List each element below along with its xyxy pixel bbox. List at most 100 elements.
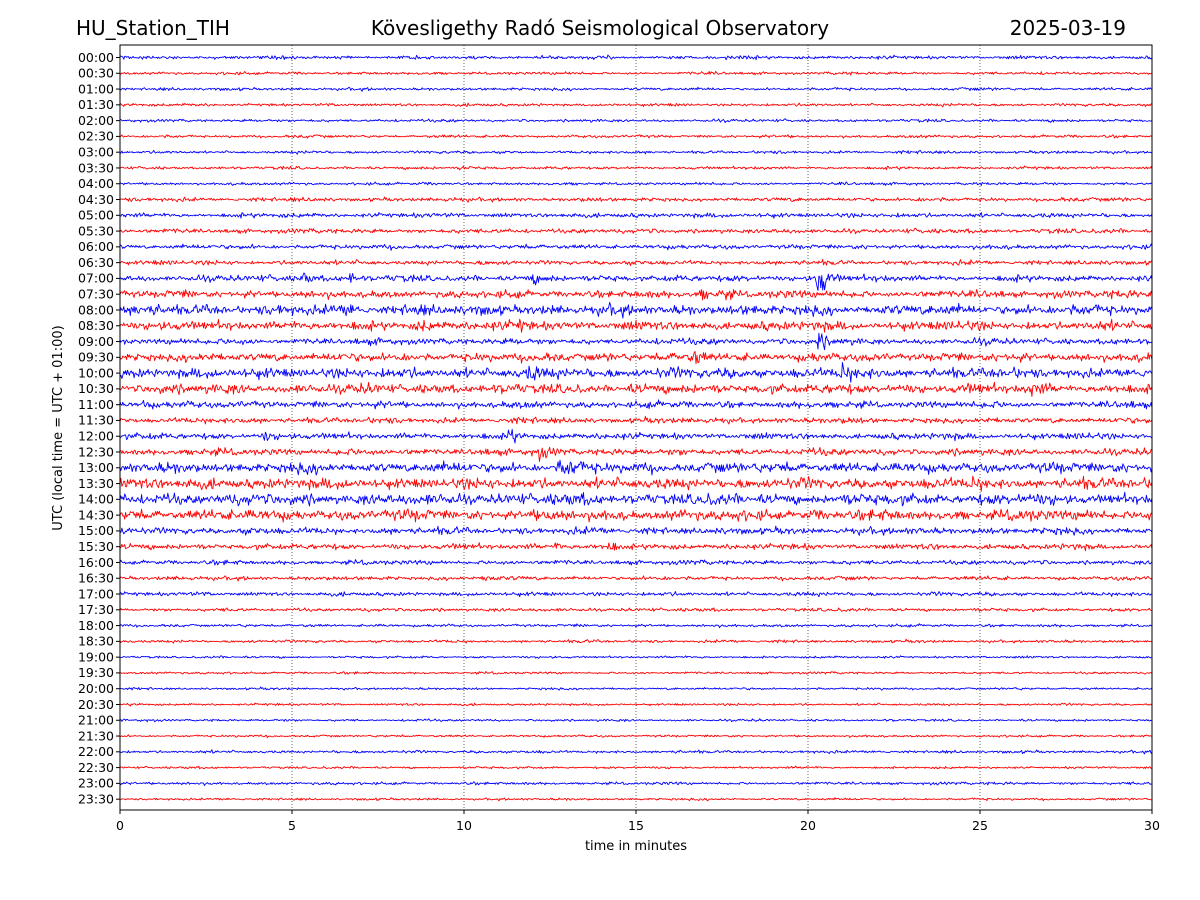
trace-0500 — [120, 212, 1152, 219]
y-tick-label: 05:00 — [78, 208, 114, 223]
trace-0130 — [120, 102, 1152, 108]
trace-2230 — [120, 765, 1152, 770]
y-tick-label: 18:30 — [78, 634, 114, 649]
y-tick-label: 21:30 — [78, 728, 114, 743]
y-tick-label: 08:30 — [78, 318, 114, 333]
trace-1730 — [120, 607, 1152, 613]
x-tick-label: 5 — [288, 818, 296, 833]
y-tick-label: 02:30 — [78, 129, 114, 144]
trace-0830 — [120, 318, 1152, 333]
trace-1400 — [120, 491, 1152, 507]
y-tick-label: 17:00 — [78, 586, 114, 601]
trace-0400 — [120, 181, 1152, 186]
trace-2330 — [120, 797, 1152, 802]
trace-1530 — [120, 542, 1152, 552]
y-tick-label: 00:00 — [78, 50, 114, 65]
y-tick-label: 04:30 — [78, 192, 114, 207]
x-tick-label: 0 — [116, 818, 124, 833]
y-tick-label: 03:00 — [78, 144, 114, 159]
y-tick-label: 07:30 — [78, 287, 114, 302]
y-tick-label: 20:00 — [78, 681, 114, 696]
x-tick-label: 10 — [456, 818, 472, 833]
trace-1900 — [120, 655, 1152, 659]
trace-0230 — [120, 134, 1152, 139]
trace-0330 — [120, 165, 1152, 171]
trace-1330 — [120, 475, 1152, 492]
y-tick-label: 04:00 — [78, 176, 114, 191]
y-tick-label: 10:30 — [78, 381, 114, 396]
trace-0630 — [120, 259, 1152, 267]
x-axis: 0 5 10 15 20 25 30 — [116, 810, 1160, 833]
trace-1200 — [120, 428, 1152, 444]
x-tick-label: 30 — [1144, 818, 1160, 833]
y-tick-label: 13:30 — [78, 476, 114, 491]
trace-1030 — [120, 381, 1152, 397]
y-tick-label: 11:00 — [78, 397, 114, 412]
y-tick-label: 16:00 — [78, 555, 114, 570]
y-tick-label: 22:30 — [78, 760, 114, 775]
trace-1800 — [120, 623, 1152, 629]
y-tick-label: 01:00 — [78, 81, 114, 96]
y-tick-label: 21:00 — [78, 713, 114, 728]
y-tick-label: 23:30 — [78, 791, 114, 806]
trace-1830 — [120, 638, 1152, 644]
y-tick-label: 15:30 — [78, 539, 114, 554]
trace-0900 — [120, 332, 1152, 351]
y-tick-label: 06:00 — [78, 239, 114, 254]
chart-date: 2025-03-19 — [1010, 16, 1126, 40]
y-tick-label: 14:30 — [78, 507, 114, 522]
trace-0730 — [120, 288, 1152, 301]
trace-2200 — [120, 749, 1152, 755]
y-tick-label: 06:30 — [78, 255, 114, 270]
y-tick-label: 14:00 — [78, 492, 114, 507]
trace-1230 — [120, 446, 1152, 462]
trace-1100 — [120, 399, 1152, 410]
trace-1930 — [120, 671, 1152, 675]
trace-0000 — [120, 54, 1152, 61]
y-tick-label: 08:00 — [78, 302, 114, 317]
y-tick-label: 09:00 — [78, 334, 114, 349]
y-tick-label: 09:30 — [78, 350, 114, 365]
chart-title: Kövesligethy Radó Seismological Observat… — [371, 16, 829, 40]
trace-0430 — [120, 196, 1152, 203]
x-tick-label: 20 — [800, 818, 816, 833]
y-tick-label: 22:00 — [78, 744, 114, 759]
trace-0100 — [120, 86, 1152, 92]
y-tick-label: 02:00 — [78, 113, 114, 128]
y-tick-label: 19:30 — [78, 665, 114, 680]
y-tick-label: 12:00 — [78, 429, 114, 444]
trace-0930 — [120, 351, 1152, 365]
y-tick-label: 05:30 — [78, 223, 114, 238]
y-tick-label: 19:00 — [78, 649, 114, 664]
trace-0030 — [120, 70, 1152, 76]
y-tick-label: 16:30 — [78, 571, 114, 586]
trace-0200 — [120, 118, 1152, 124]
y-tick-label: 18:00 — [78, 618, 114, 633]
trace-1500 — [120, 525, 1152, 536]
y-tick-label: 15:00 — [78, 523, 114, 538]
y-tick-label: 10:00 — [78, 365, 114, 380]
y-axis-label: UTC (local time = UTC + 01:00) — [51, 325, 66, 530]
trace-1130 — [120, 415, 1152, 425]
plot-area — [119, 44, 1153, 811]
y-axis: 00:0000:3001:0001:3002:0002:3003:0003:30… — [78, 50, 120, 806]
trace-0700 — [120, 272, 1152, 291]
x-tick-label: 25 — [972, 818, 988, 833]
y-tick-label: 23:00 — [78, 776, 114, 791]
y-tick-label: 12:30 — [78, 444, 114, 459]
trace-2300 — [120, 781, 1152, 787]
y-tick-label: 00:30 — [78, 66, 114, 81]
trace-1000 — [120, 361, 1152, 383]
trace-2130 — [120, 734, 1152, 739]
y-tick-label: 11:30 — [78, 413, 114, 428]
y-tick-label: 13:00 — [78, 460, 114, 475]
y-tick-label: 17:30 — [78, 602, 114, 617]
y-tick-label: 07:00 — [78, 271, 114, 286]
trace-1630 — [120, 575, 1152, 582]
trace-0800 — [120, 301, 1152, 319]
trace-2100 — [120, 718, 1152, 723]
trace-1300 — [120, 459, 1152, 476]
trace-1430 — [120, 508, 1152, 523]
station-name: HU_Station_TIH — [76, 16, 230, 40]
